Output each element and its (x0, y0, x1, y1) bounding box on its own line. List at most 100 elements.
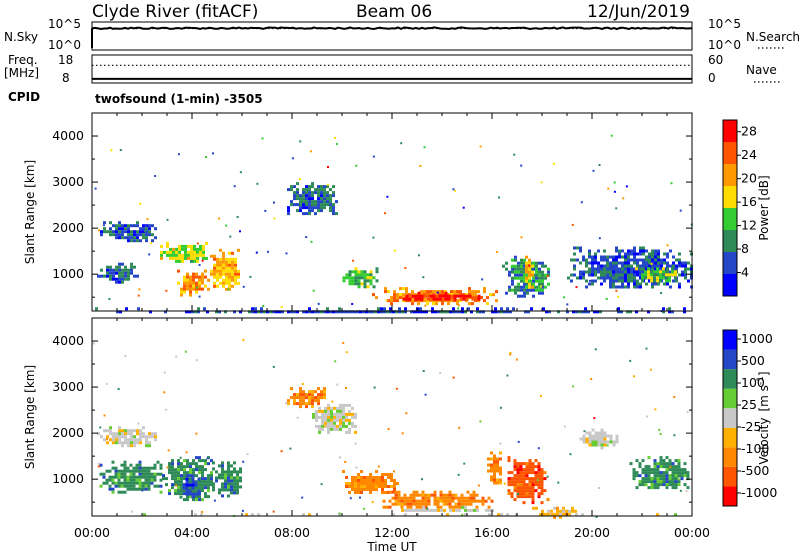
velocity-data-cell (139, 435, 142, 439)
power-data-cell (468, 293, 471, 297)
power-data-cell (603, 276, 606, 280)
velocity-data-cell (632, 474, 636, 478)
velocity-data-cell (375, 488, 378, 491)
power-data-cell (178, 259, 181, 263)
velocity-data-cell (662, 462, 666, 466)
velocity-data-cell (171, 471, 174, 475)
velocity-data-cell (656, 474, 660, 478)
power-data-cell (500, 310, 503, 314)
power-data-cell (205, 241, 208, 245)
power-data-cell (323, 203, 326, 207)
power-data-cell (624, 267, 627, 271)
power-data-cell (189, 293, 192, 297)
velocity-data-cell (490, 469, 493, 473)
velocity-data-cell (424, 499, 428, 503)
power-data-cell (351, 279, 355, 283)
power-data-cell (573, 264, 576, 268)
velocity-data-cell (212, 482, 215, 486)
velocity-data-cell (481, 502, 485, 506)
velocity-data-cell (384, 473, 387, 476)
velocity-data-cell (207, 495, 210, 499)
velocity-data-cell (366, 488, 369, 491)
velocity-data-cell (144, 478, 148, 482)
velocity-data-cell (123, 478, 127, 482)
velocity-data-cell (499, 451, 502, 455)
velocity-data-cell (171, 465, 174, 469)
velocity-data-cell (600, 431, 604, 435)
power-data-cell (414, 293, 417, 297)
power-data-cell (338, 307, 341, 311)
velocity-data-cell (130, 429, 133, 433)
power-data-cell (624, 264, 627, 268)
velocity-data-cell (195, 456, 198, 460)
velocity-data-cell (239, 470, 242, 474)
power-data-cell (154, 236, 157, 240)
velocity-data-cell (308, 402, 311, 406)
velocity-data-cell (224, 485, 227, 489)
power-data-cell (148, 233, 151, 237)
power-data-cell (636, 270, 639, 274)
power-data-speck (264, 209, 267, 212)
velocity-data-cell (147, 466, 151, 470)
power-data-speck (598, 237, 601, 240)
velocity-data-cell (315, 409, 318, 413)
power-data-cell (210, 254, 213, 258)
velocity-data-speck (206, 457, 209, 460)
power-data-cell (644, 273, 647, 277)
velocity-data-cell (357, 479, 360, 482)
velocity-data-cell (210, 477, 213, 481)
velocity-data-cell (136, 432, 139, 436)
power-data-cell (633, 258, 636, 262)
power-data-cell (408, 297, 412, 301)
velocity-data-cell (227, 467, 230, 471)
power-data-cell (528, 270, 531, 274)
velocity-data-cell (540, 477, 544, 481)
velocity-data-cell (130, 441, 133, 445)
power-data-cell (302, 212, 305, 216)
power-data-cell (257, 310, 260, 314)
power-data-cell (597, 264, 600, 268)
velocity-data-cell (485, 508, 488, 512)
velocity-data-cell (188, 492, 192, 496)
power-data-cell (386, 310, 389, 314)
velocity-data-cell (612, 440, 616, 444)
velocity-data-cell (522, 495, 526, 499)
velocity-data-cell (177, 489, 180, 493)
power-data-cell (435, 297, 439, 301)
power-data-cell (145, 236, 148, 240)
velocity-data-cell (496, 460, 499, 464)
power-data-cell (320, 200, 323, 204)
power-colorbar-tick-label: 28 (741, 124, 757, 139)
velocity-data-cell (393, 485, 396, 488)
power-data-cell (573, 252, 576, 256)
power-data-cell (139, 239, 142, 243)
power-data-cell (669, 264, 672, 268)
velocity-data-cell (588, 431, 592, 435)
power-data-cell (471, 302, 474, 306)
velocity-data-speck (572, 385, 575, 388)
velocity-data-cell (153, 463, 157, 467)
power-data-cell (387, 299, 390, 303)
velocity-data-speck (334, 360, 337, 363)
power-data-speck (317, 302, 320, 305)
power-data-cell (332, 212, 335, 216)
velocity-data-cell (132, 466, 136, 470)
power-data-cell (523, 270, 526, 274)
power-data-cell (642, 261, 645, 265)
velocity-data-cell (499, 469, 502, 473)
velocity-data-cell (457, 496, 461, 500)
power-data-cell (345, 276, 349, 280)
power-data-cell (609, 273, 612, 277)
velocity-data-cell (656, 513, 659, 517)
velocity-data-cell (409, 493, 413, 497)
velocity-data-cell (662, 465, 666, 469)
velocity-data-cell (132, 481, 136, 485)
velocity-data-cell (182, 483, 186, 487)
velocity-data-cell (683, 462, 687, 466)
velocity-colorbar-label-close: ] (757, 371, 771, 376)
velocity-data-cell (665, 474, 669, 478)
power-data-cell (639, 252, 642, 256)
velocity-data-cell (120, 472, 124, 476)
velocity-data-cell (662, 474, 666, 478)
velocity-data-cell (251, 513, 254, 517)
